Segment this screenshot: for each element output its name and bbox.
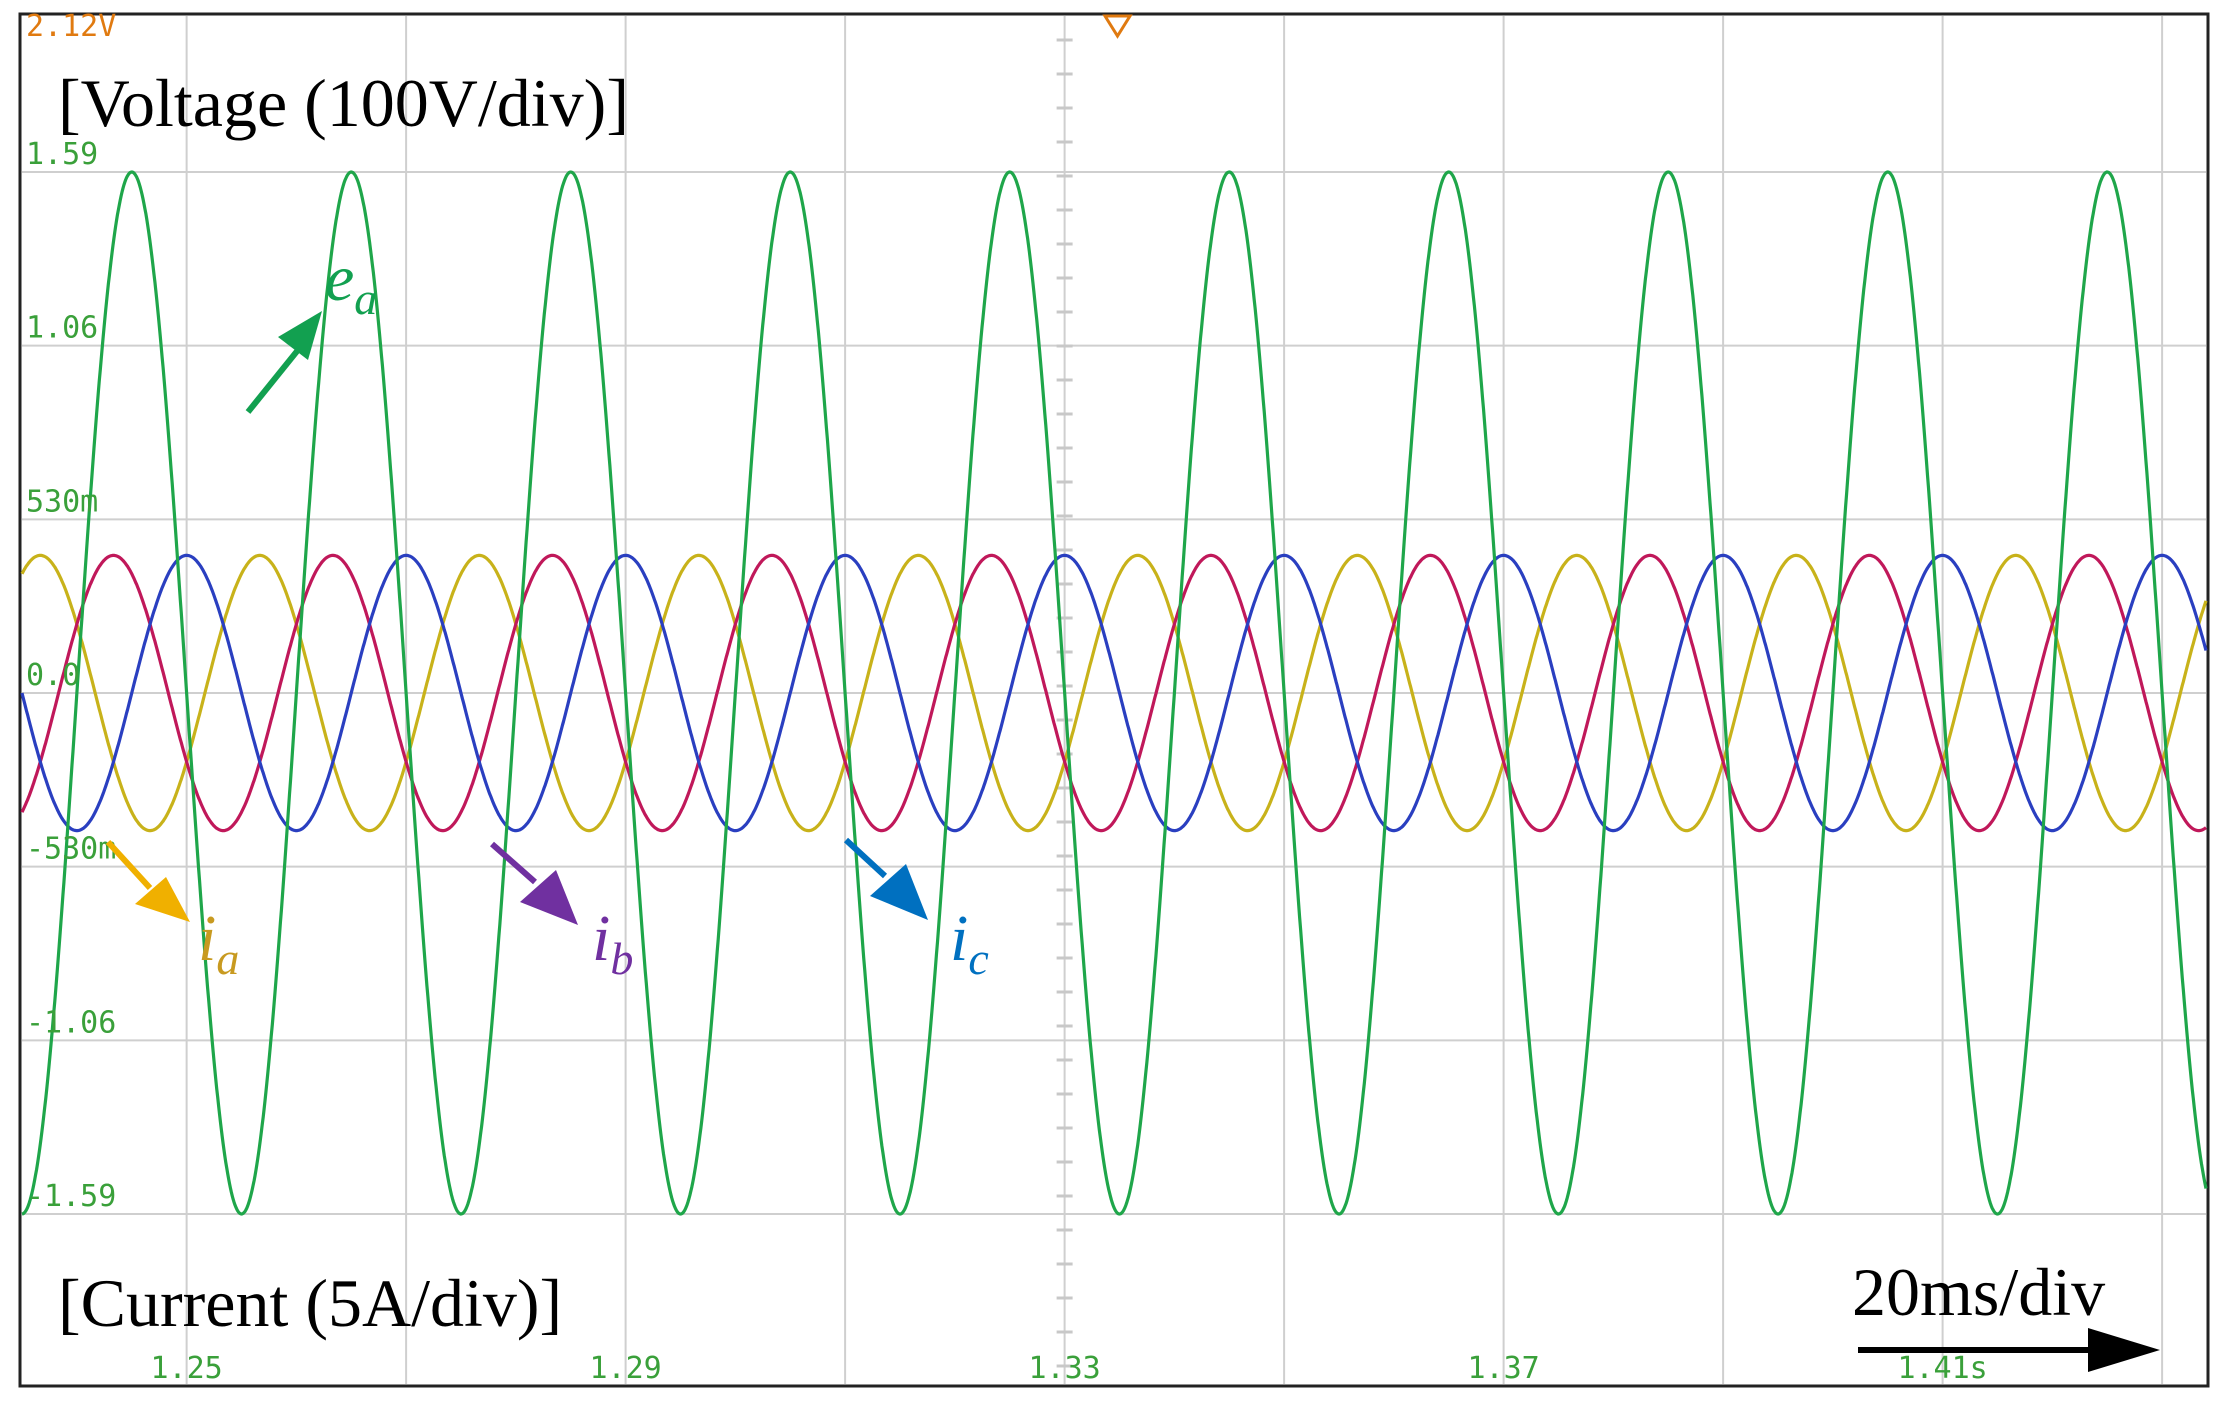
y-tick-label: 1.06 bbox=[26, 311, 98, 346]
y-tick-label: 1.59 bbox=[26, 137, 98, 172]
trigger-marker-icon bbox=[1102, 14, 1133, 39]
center-tick-marks bbox=[1056, 38, 1073, 1368]
label-i-c: ic bbox=[843, 837, 989, 984]
svg-text:ia: ia bbox=[198, 902, 239, 984]
y-tick-label: 530m bbox=[26, 484, 98, 519]
series-name-e: e bbox=[325, 242, 354, 315]
series-line-i-b bbox=[20, 553, 2207, 833]
series-subscript-a: a bbox=[354, 273, 377, 324]
series-subscript-c: c bbox=[968, 933, 988, 984]
y-tick-label: 0.0 bbox=[26, 658, 80, 693]
series-name-i: i bbox=[198, 902, 216, 975]
time-arrow bbox=[1858, 1328, 2160, 1372]
series-line-i-c bbox=[20, 553, 2208, 833]
signal-traces bbox=[20, 170, 2208, 1216]
x-tick-label: 1.41s bbox=[1897, 1351, 1987, 1386]
label-i-b: ib bbox=[490, 841, 633, 984]
y-tick-label: -530m bbox=[26, 832, 116, 867]
series-subscript-b: b bbox=[610, 933, 633, 984]
label-e-a: ea bbox=[245, 242, 377, 414]
time-scale-label: 20ms/div bbox=[1852, 1254, 2105, 1330]
series-name-i: i bbox=[592, 902, 610, 975]
plot-frame bbox=[18, 12, 2210, 1388]
x-tick-label: 1.25 bbox=[150, 1351, 222, 1386]
series-line-i-a bbox=[20, 553, 2208, 833]
x-tick-labels: 1.25 1.29 1.33 1.37 1.41s bbox=[150, 1351, 1987, 1386]
y-tick-labels: 1.59 1.06 530m 0.0 -530m -1.06 -1.59 bbox=[26, 137, 116, 1214]
series-line-e-a bbox=[21, 170, 2208, 1216]
current-scale-label: [Current (5A/div)] bbox=[58, 1265, 562, 1341]
x-tick-label: 1.37 bbox=[1467, 1351, 1539, 1386]
y-tick-label: -1.06 bbox=[26, 1005, 116, 1040]
voltage-scale-label: [Voltage (100V/div)] bbox=[58, 65, 629, 141]
top-voltage-marker: 2.12V bbox=[26, 9, 116, 44]
svg-text:ic: ic bbox=[950, 902, 989, 984]
svg-text:ea: ea bbox=[325, 242, 377, 324]
series-name-i: i bbox=[950, 902, 968, 975]
x-tick-label: 1.33 bbox=[1028, 1351, 1100, 1386]
svg-text:ib: ib bbox=[592, 902, 633, 984]
y-tick-label: -1.59 bbox=[26, 1179, 116, 1214]
series-subscript-a: a bbox=[216, 933, 239, 984]
label-i-a: ia bbox=[105, 839, 239, 984]
x-tick-label: 1.29 bbox=[589, 1351, 661, 1386]
